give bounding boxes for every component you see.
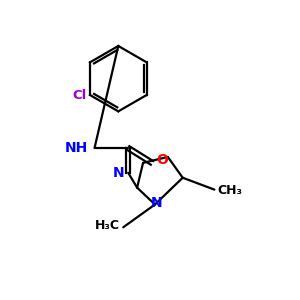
Text: N: N: [151, 196, 163, 209]
Text: O: O: [156, 153, 168, 167]
Text: CH₃: CH₃: [218, 184, 242, 197]
Text: H₃C: H₃C: [95, 219, 120, 232]
Text: N: N: [112, 166, 124, 180]
Text: Cl: Cl: [73, 88, 87, 101]
Text: NH: NH: [64, 141, 88, 155]
